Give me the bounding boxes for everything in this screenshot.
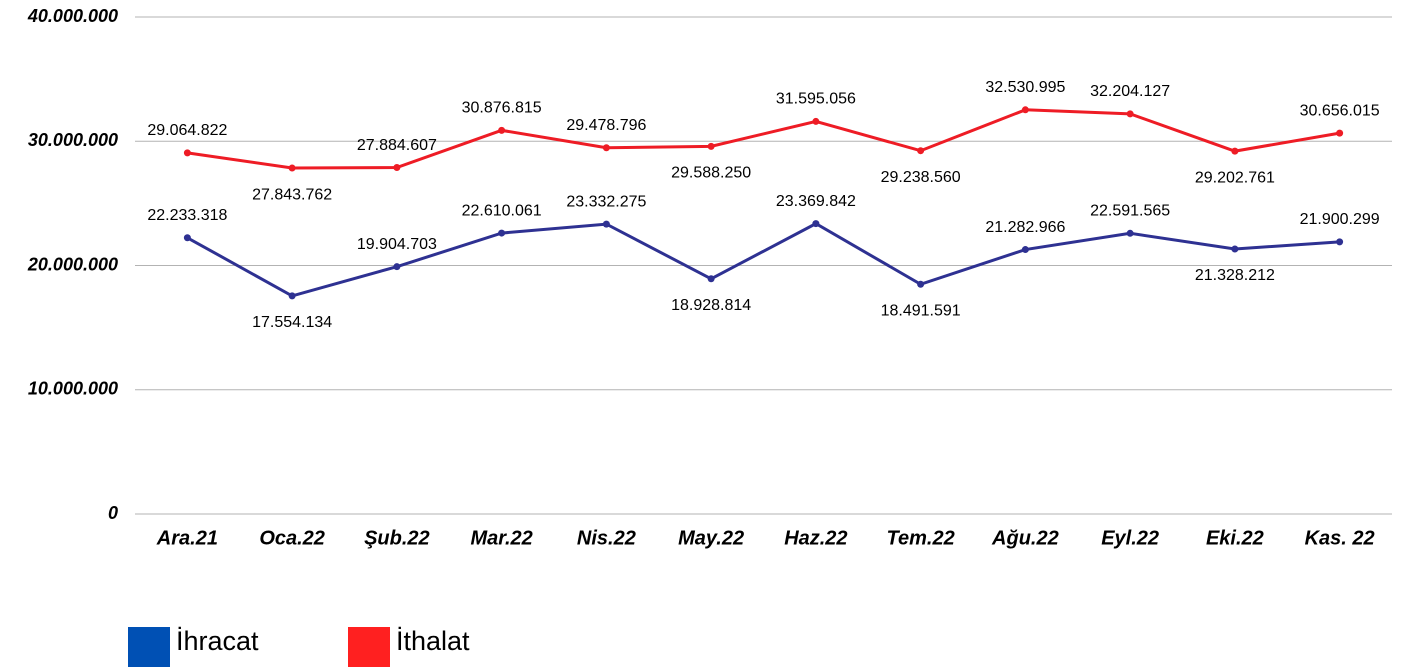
legend-label: İhracat bbox=[176, 625, 259, 656]
data-point bbox=[1336, 129, 1344, 137]
y-tick-label: 0 bbox=[108, 503, 118, 523]
data-point bbox=[602, 144, 610, 152]
data-point bbox=[1126, 110, 1134, 118]
legend-label: İthalat bbox=[396, 625, 470, 656]
data-label: 29.064.822 bbox=[147, 122, 227, 139]
x-tick-label: Şub.22 bbox=[364, 527, 430, 549]
data-label: 32.204.127 bbox=[1090, 83, 1170, 100]
y-tick-label: 20.000.000 bbox=[27, 254, 118, 274]
x-tick-label: Nis.22 bbox=[577, 527, 636, 549]
data-label: 30.656.015 bbox=[1300, 102, 1380, 119]
legend-swatch bbox=[348, 627, 390, 667]
x-tick-label: Kas. 22 bbox=[1305, 527, 1375, 549]
x-tick-label: Ara.21 bbox=[156, 527, 218, 549]
data-point bbox=[288, 164, 296, 172]
data-label: 21.900.299 bbox=[1300, 211, 1380, 228]
data-label: 23.369.842 bbox=[776, 193, 856, 210]
data-label: 27.884.607 bbox=[357, 137, 437, 154]
data-point bbox=[1231, 147, 1239, 155]
x-tick-label: Eyl.22 bbox=[1101, 527, 1159, 549]
data-point bbox=[498, 126, 506, 134]
data-label: 22.610.061 bbox=[462, 202, 542, 219]
x-tick-label: May.22 bbox=[678, 527, 744, 549]
data-point bbox=[707, 142, 715, 150]
data-label: 29.202.761 bbox=[1195, 169, 1275, 186]
series-line bbox=[186, 221, 1340, 298]
data-point bbox=[917, 280, 925, 288]
data-point bbox=[812, 117, 820, 125]
data-point bbox=[602, 220, 610, 228]
data-label: 23.332.275 bbox=[566, 193, 646, 210]
x-tick-label: Oca.22 bbox=[259, 527, 325, 549]
y-tick-label: 10.000.000 bbox=[28, 379, 118, 399]
data-point bbox=[183, 149, 191, 157]
data-label: 29.238.560 bbox=[881, 169, 961, 186]
data-point bbox=[812, 220, 820, 228]
data-point bbox=[1231, 245, 1239, 253]
data-label: 18.491.591 bbox=[881, 302, 961, 319]
data-label: 31.595.056 bbox=[776, 91, 856, 108]
series-line bbox=[187, 108, 1340, 170]
data-label: 32.530.995 bbox=[985, 79, 1065, 96]
x-tick-label: Tem.22 bbox=[887, 527, 955, 549]
x-tick-label: Mar.22 bbox=[470, 527, 532, 549]
data-point bbox=[1021, 106, 1029, 114]
data-point bbox=[1336, 238, 1344, 246]
data-label: 30.876.815 bbox=[462, 100, 542, 117]
x-tick-label: Ağu.22 bbox=[991, 527, 1059, 549]
data-label: 27.843.762 bbox=[252, 186, 332, 203]
x-tick-label: Haz.22 bbox=[784, 527, 847, 549]
y-tick-label: 40.000.000 bbox=[27, 6, 118, 26]
data-point bbox=[707, 275, 715, 283]
legend-swatch bbox=[128, 627, 170, 667]
data-point bbox=[498, 229, 506, 237]
y-tick-label: 30.000.000 bbox=[28, 130, 118, 150]
data-point bbox=[1126, 229, 1134, 237]
data-label: 17.554.134 bbox=[252, 314, 332, 331]
data-label: 29.478.796 bbox=[566, 117, 646, 134]
data-point bbox=[288, 292, 296, 300]
data-label: 21.282.966 bbox=[985, 219, 1065, 236]
x-tick-label: Eki.22 bbox=[1206, 527, 1264, 549]
data-point bbox=[917, 147, 925, 155]
data-label: 22.591.565 bbox=[1090, 203, 1170, 220]
data-label: 22.233.318 bbox=[147, 207, 227, 224]
data-label: 19.904.703 bbox=[357, 236, 437, 253]
data-point bbox=[1021, 246, 1029, 254]
data-point bbox=[393, 164, 401, 172]
data-point bbox=[183, 234, 191, 242]
data-label: 18.928.814 bbox=[671, 297, 751, 314]
data-point bbox=[393, 263, 401, 271]
data-label: 21.328.212 bbox=[1195, 267, 1275, 284]
data-label: 29.588.250 bbox=[671, 165, 751, 182]
